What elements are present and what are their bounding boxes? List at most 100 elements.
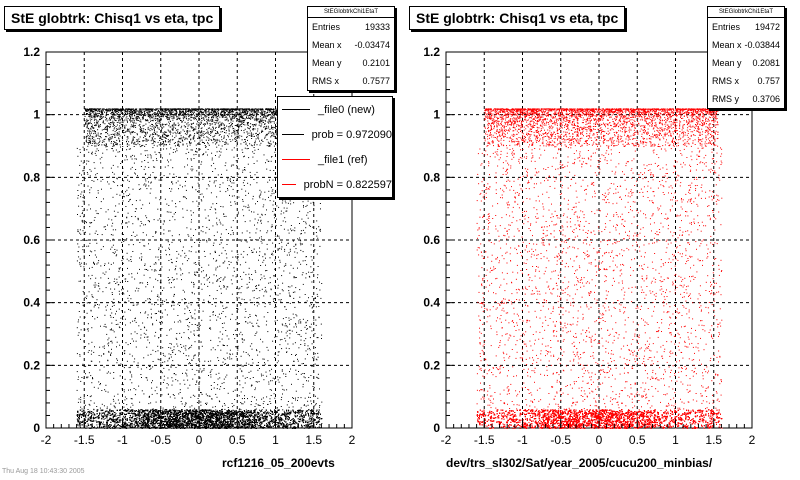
data-point [261, 410, 263, 412]
data-point [251, 419, 253, 421]
data-point [311, 425, 312, 427]
data-point [216, 411, 218, 413]
data-point [239, 414, 241, 415]
data-point [281, 424, 283, 426]
data-point [174, 423, 175, 425]
data-point [149, 411, 151, 413]
data-point [197, 427, 198, 429]
data-point [134, 410, 136, 411]
data-point [256, 414, 258, 416]
data-point [293, 412, 295, 414]
data-point [289, 414, 291, 416]
data-point [180, 417, 182, 419]
data-point [233, 427, 234, 429]
data-point [230, 420, 232, 421]
data-point [169, 418, 171, 420]
data-point [173, 416, 174, 417]
data-point [235, 418, 237, 420]
data-point [181, 415, 183, 417]
data-point [143, 418, 145, 420]
data-point [217, 414, 219, 416]
data-point [78, 413, 80, 415]
data-point [135, 414, 137, 416]
data-point [173, 426, 175, 428]
data-point [286, 425, 288, 427]
data-point [242, 421, 244, 423]
data-point [166, 410, 168, 412]
data-point [314, 419, 316, 421]
data-point [193, 419, 194, 421]
data-point [101, 416, 103, 418]
data-point [286, 415, 288, 417]
data-point [220, 418, 222, 420]
data-point [228, 425, 230, 427]
data-point [199, 427, 201, 429]
data-point [238, 418, 240, 420]
data-point [229, 417, 231, 419]
data-point [240, 409, 242, 411]
data-point [180, 410, 182, 412]
data-point [293, 419, 295, 421]
data-point [134, 425, 136, 427]
data-point [236, 415, 238, 417]
data-point [169, 424, 170, 426]
data-point [261, 423, 263, 425]
data-point [88, 411, 89, 413]
data-point [308, 421, 310, 423]
data-point [139, 411, 140, 413]
data-point [226, 410, 228, 412]
data-point [232, 426, 234, 427]
data-point [201, 414, 203, 416]
data-point [183, 416, 185, 418]
data-point [297, 424, 299, 426]
data-point [317, 414, 319, 416]
data-point [265, 414, 267, 416]
data-point [97, 426, 99, 428]
data-point [301, 427, 303, 429]
data-point [159, 422, 160, 424]
data-point [164, 413, 166, 414]
data-point [279, 427, 281, 429]
data-point [185, 421, 187, 423]
data-point [117, 415, 119, 416]
data-point [213, 422, 215, 424]
data-point [133, 423, 135, 425]
data-point [256, 421, 257, 423]
data-point [185, 424, 187, 426]
data-point [224, 416, 226, 418]
data-point [231, 412, 233, 414]
data-point [120, 425, 121, 427]
data-point [270, 417, 272, 419]
data-point [191, 420, 193, 422]
data-point [123, 417, 125, 419]
data-point [147, 415, 148, 417]
data-point [249, 424, 251, 426]
data-point [206, 415, 208, 417]
data-point [306, 410, 308, 411]
data-point [181, 425, 183, 427]
data-point [271, 421, 272, 423]
data-point [188, 417, 190, 419]
data-point [138, 424, 140, 426]
data-point [245, 422, 247, 424]
data-point [284, 416, 286, 417]
data-point [187, 418, 189, 420]
data-point [149, 422, 151, 424]
data-point [279, 424, 281, 426]
data-point [115, 413, 117, 415]
data-point [223, 422, 225, 423]
data-point [234, 415, 235, 417]
data-point [257, 420, 259, 422]
data-point [106, 419, 108, 421]
data-point [176, 423, 178, 425]
data-point [139, 409, 141, 411]
data-point [116, 420, 118, 422]
data-point [181, 409, 183, 411]
data-point [160, 409, 161, 411]
data-point [150, 411, 152, 413]
data-point [275, 413, 277, 414]
data-point [224, 412, 226, 413]
data-point [244, 412, 246, 414]
data-point [267, 422, 269, 424]
data-point [171, 413, 173, 415]
